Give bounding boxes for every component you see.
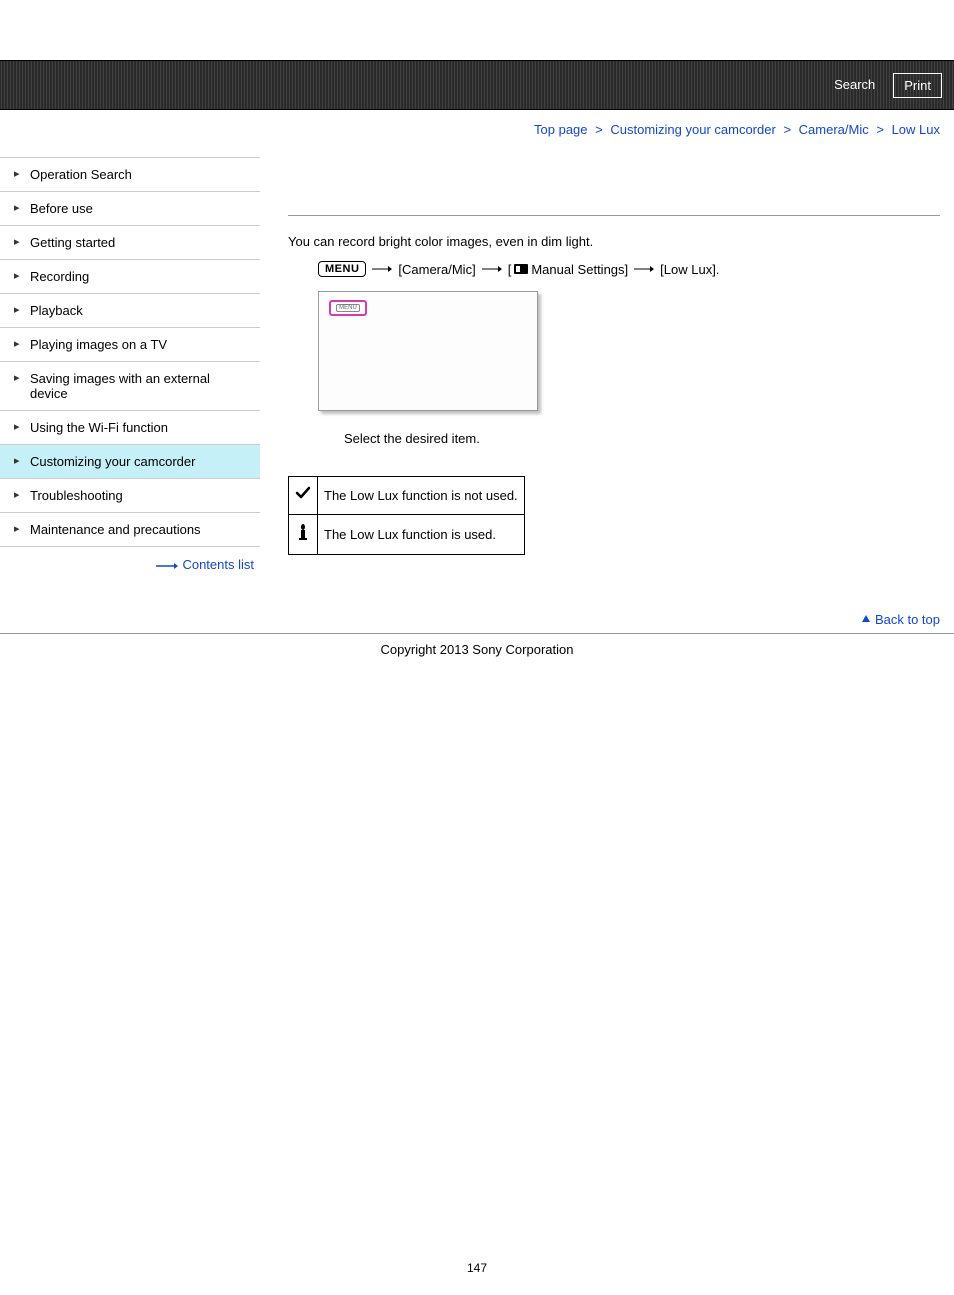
breadcrumb-sep: > <box>595 122 603 137</box>
contents-list-link[interactable]: Contents list <box>182 557 254 572</box>
triangle-up-icon <box>861 614 871 624</box>
print-button[interactable]: Print <box>893 73 942 98</box>
description-text: You can record bright color images, even… <box>288 234 940 249</box>
sidebar-item[interactable]: Troubleshooting <box>0 478 260 512</box>
table-row: The Low Lux function is not used. <box>289 477 525 515</box>
arrow-right-icon <box>372 265 392 273</box>
sidebar-item[interactable]: Playback <box>0 293 260 327</box>
menu-chip: MENU <box>318 261 366 277</box>
arrow-right-icon <box>156 562 178 570</box>
main-content: You can record bright color images, even… <box>260 157 954 555</box>
option-icon-cell <box>289 515 318 555</box>
sidebar-item[interactable]: Maintenance and precautions <box>0 512 260 547</box>
path-segment: [Low Lux]. <box>660 262 719 277</box>
sidebar: Operation SearchBefore useGetting starte… <box>0 157 260 572</box>
breadcrumb-sep: > <box>783 122 791 137</box>
back-to-top-link[interactable]: Back to top <box>875 612 940 627</box>
top-bar: Search Print <box>0 60 954 110</box>
breadcrumb-link[interactable]: Top page <box>534 122 588 137</box>
breadcrumb-sep: > <box>876 122 884 137</box>
breadcrumb: Top page > Customizing your camcorder > … <box>0 110 954 157</box>
sidebar-item[interactable]: Playing images on a TV <box>0 327 260 361</box>
path-segment: [Camera/Mic] <box>398 262 475 277</box>
arrow-right-icon <box>634 265 654 273</box>
sidebar-item[interactable]: Recording <box>0 259 260 293</box>
search-button[interactable]: Search <box>824 73 885 98</box>
option-text: The Low Lux function is used. <box>318 515 525 555</box>
breadcrumb-current[interactable]: Low Lux <box>892 122 940 137</box>
page-number: 147 <box>0 1261 954 1275</box>
option-text: The Low Lux function is not used. <box>318 477 525 515</box>
sidebar-item[interactable]: Getting started <box>0 225 260 259</box>
copyright-text: Copyright 2013 Sony Corporation <box>0 640 954 667</box>
screen-menu-highlight: MENU <box>329 300 367 316</box>
select-description: Select the desired item. <box>288 431 940 446</box>
breadcrumb-link[interactable]: Camera/Mic <box>799 122 869 137</box>
menu-path: MENU [Camera/Mic] [ Manual Settings] [Lo… <box>288 261 940 277</box>
sidebar-list: Operation SearchBefore useGetting starte… <box>0 157 260 547</box>
sidebar-item[interactable]: Operation Search <box>0 157 260 191</box>
options-table: The Low Lux function is not used. The Lo… <box>288 476 525 555</box>
table-row: The Low Lux function is used. <box>289 515 525 555</box>
sidebar-item[interactable]: Using the Wi-Fi function <box>0 410 260 444</box>
sidebar-item[interactable]: Before use <box>0 191 260 225</box>
sidebar-item[interactable]: Customizing your camcorder <box>0 444 260 478</box>
manual-settings-icon <box>513 263 529 275</box>
screen-illustration: MENU <box>318 291 538 411</box>
arrow-right-icon <box>482 265 502 273</box>
path-segment: [ Manual Settings] <box>508 262 628 277</box>
check-icon <box>295 485 311 501</box>
candle-icon <box>297 523 309 541</box>
breadcrumb-link[interactable]: Customizing your camcorder <box>610 122 775 137</box>
option-icon-cell <box>289 477 318 515</box>
sidebar-item[interactable]: Saving images with an external device <box>0 361 260 410</box>
